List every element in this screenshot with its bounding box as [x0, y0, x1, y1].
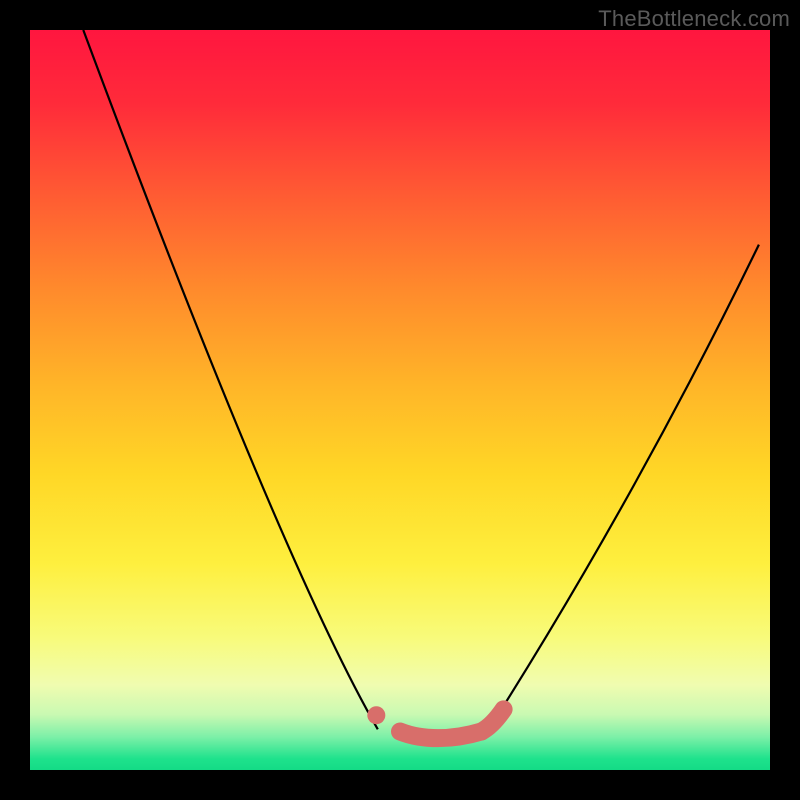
gradient-panel: [30, 30, 770, 770]
chart-stage: TheBottleneck.com: [0, 0, 800, 800]
valley-segment: [400, 732, 481, 739]
valley-left-dot: [367, 706, 385, 724]
chart-svg: [0, 0, 800, 800]
